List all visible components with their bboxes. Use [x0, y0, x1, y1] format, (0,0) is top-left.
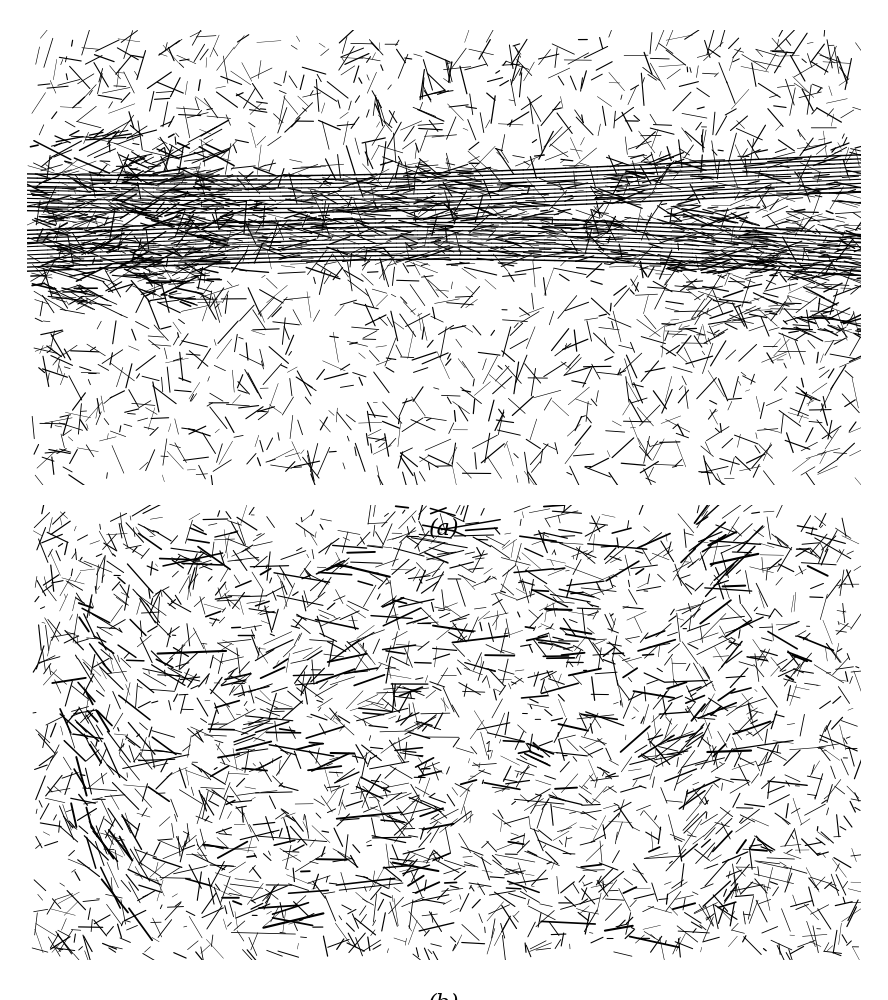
Text: (b): (b)	[428, 993, 460, 1000]
Text: (a): (a)	[429, 518, 459, 540]
